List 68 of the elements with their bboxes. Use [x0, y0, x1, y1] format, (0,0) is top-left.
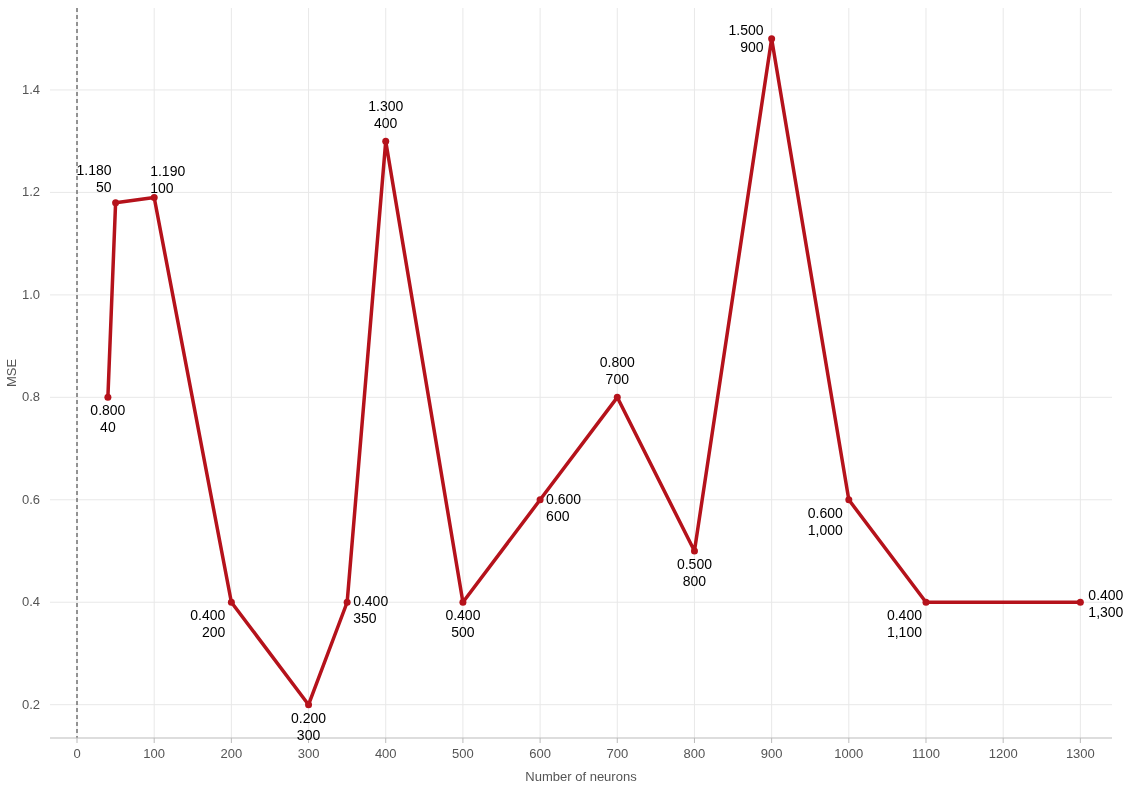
point [305, 701, 313, 709]
annotation: 400 [374, 115, 398, 132]
x-tick-label: 500 [452, 746, 474, 761]
point [690, 547, 698, 555]
x-tick-label: 0 [73, 746, 81, 761]
point [536, 496, 544, 504]
x-tick-label: 700 [606, 746, 629, 761]
y-tick-label: 0.6 [21, 491, 40, 507]
annotation: 350 [353, 610, 377, 627]
annotation: 300 [296, 726, 321, 743]
point [150, 194, 158, 202]
y-tick-label: 0.2 [21, 696, 40, 712]
data-label: 0.400 [190, 607, 226, 624]
x-tick-label: 400 [374, 746, 397, 761]
point [104, 393, 112, 401]
data-label: 0.600 [546, 490, 582, 507]
x-tick-label: 1300 [1065, 746, 1095, 761]
point [845, 496, 853, 504]
x-tick-label: 300 [297, 746, 320, 761]
point [613, 393, 621, 401]
x-tick-label: 100 [143, 746, 166, 761]
data-label: 0.600 [807, 504, 844, 521]
y-tick-label: 0.8 [21, 389, 40, 405]
data-label: 0.800 [90, 402, 126, 419]
data-label: 1.500 [728, 21, 764, 38]
annotation: 700 [605, 371, 630, 388]
y-tick-label: 1.2 [21, 184, 40, 200]
data-label: 0.800 [599, 354, 635, 371]
y-tick-label: 0.4 [21, 594, 40, 610]
annotation: 900 [740, 38, 764, 55]
x-tick-label: 1000 [834, 746, 864, 761]
x-tick-label: 900 [760, 746, 783, 761]
x-tick-label: 600 [529, 746, 551, 761]
point [768, 35, 776, 43]
point [382, 137, 390, 145]
data-label: 0.400 [886, 607, 923, 624]
annotation: 200 [202, 624, 226, 641]
data-label: 1.180 [76, 161, 112, 178]
data-label: 1.190 [150, 162, 186, 179]
x-axis-title: Number of neurons [525, 769, 638, 784]
annotation: 40 [100, 419, 116, 436]
y-axis-title: MSE [4, 358, 19, 388]
annotation: 800 [682, 573, 707, 590]
annotation: 1,300 [1088, 604, 1124, 621]
annotation: 100 [150, 179, 174, 196]
point [343, 598, 351, 606]
x-tick-label: 200 [220, 746, 243, 761]
annotation: 50 [96, 178, 112, 195]
data-label: 0.400 [353, 593, 389, 610]
data-label: 0.400 [445, 607, 481, 624]
annotation: 600 [546, 507, 570, 524]
data-label: 1.300 [368, 98, 404, 115]
point [227, 598, 235, 606]
point [459, 598, 467, 606]
x-tick-label: 1200 [988, 746, 1018, 761]
data-label: 0.200 [291, 709, 327, 726]
y-tick-label: 1.4 [21, 81, 40, 97]
point [112, 199, 120, 207]
data-label: 0.500 [676, 556, 713, 573]
x-tick-label: 1100 [912, 746, 940, 761]
x-tick-label: 800 [683, 746, 706, 761]
annotation: 500 [451, 624, 475, 641]
annotation: 1,100 [886, 624, 923, 641]
y-tick-label: 1.0 [21, 286, 40, 302]
point [1076, 598, 1084, 606]
annotation: 1,000 [807, 521, 844, 538]
point [922, 598, 930, 606]
data-label: 0.400 [1088, 587, 1124, 604]
